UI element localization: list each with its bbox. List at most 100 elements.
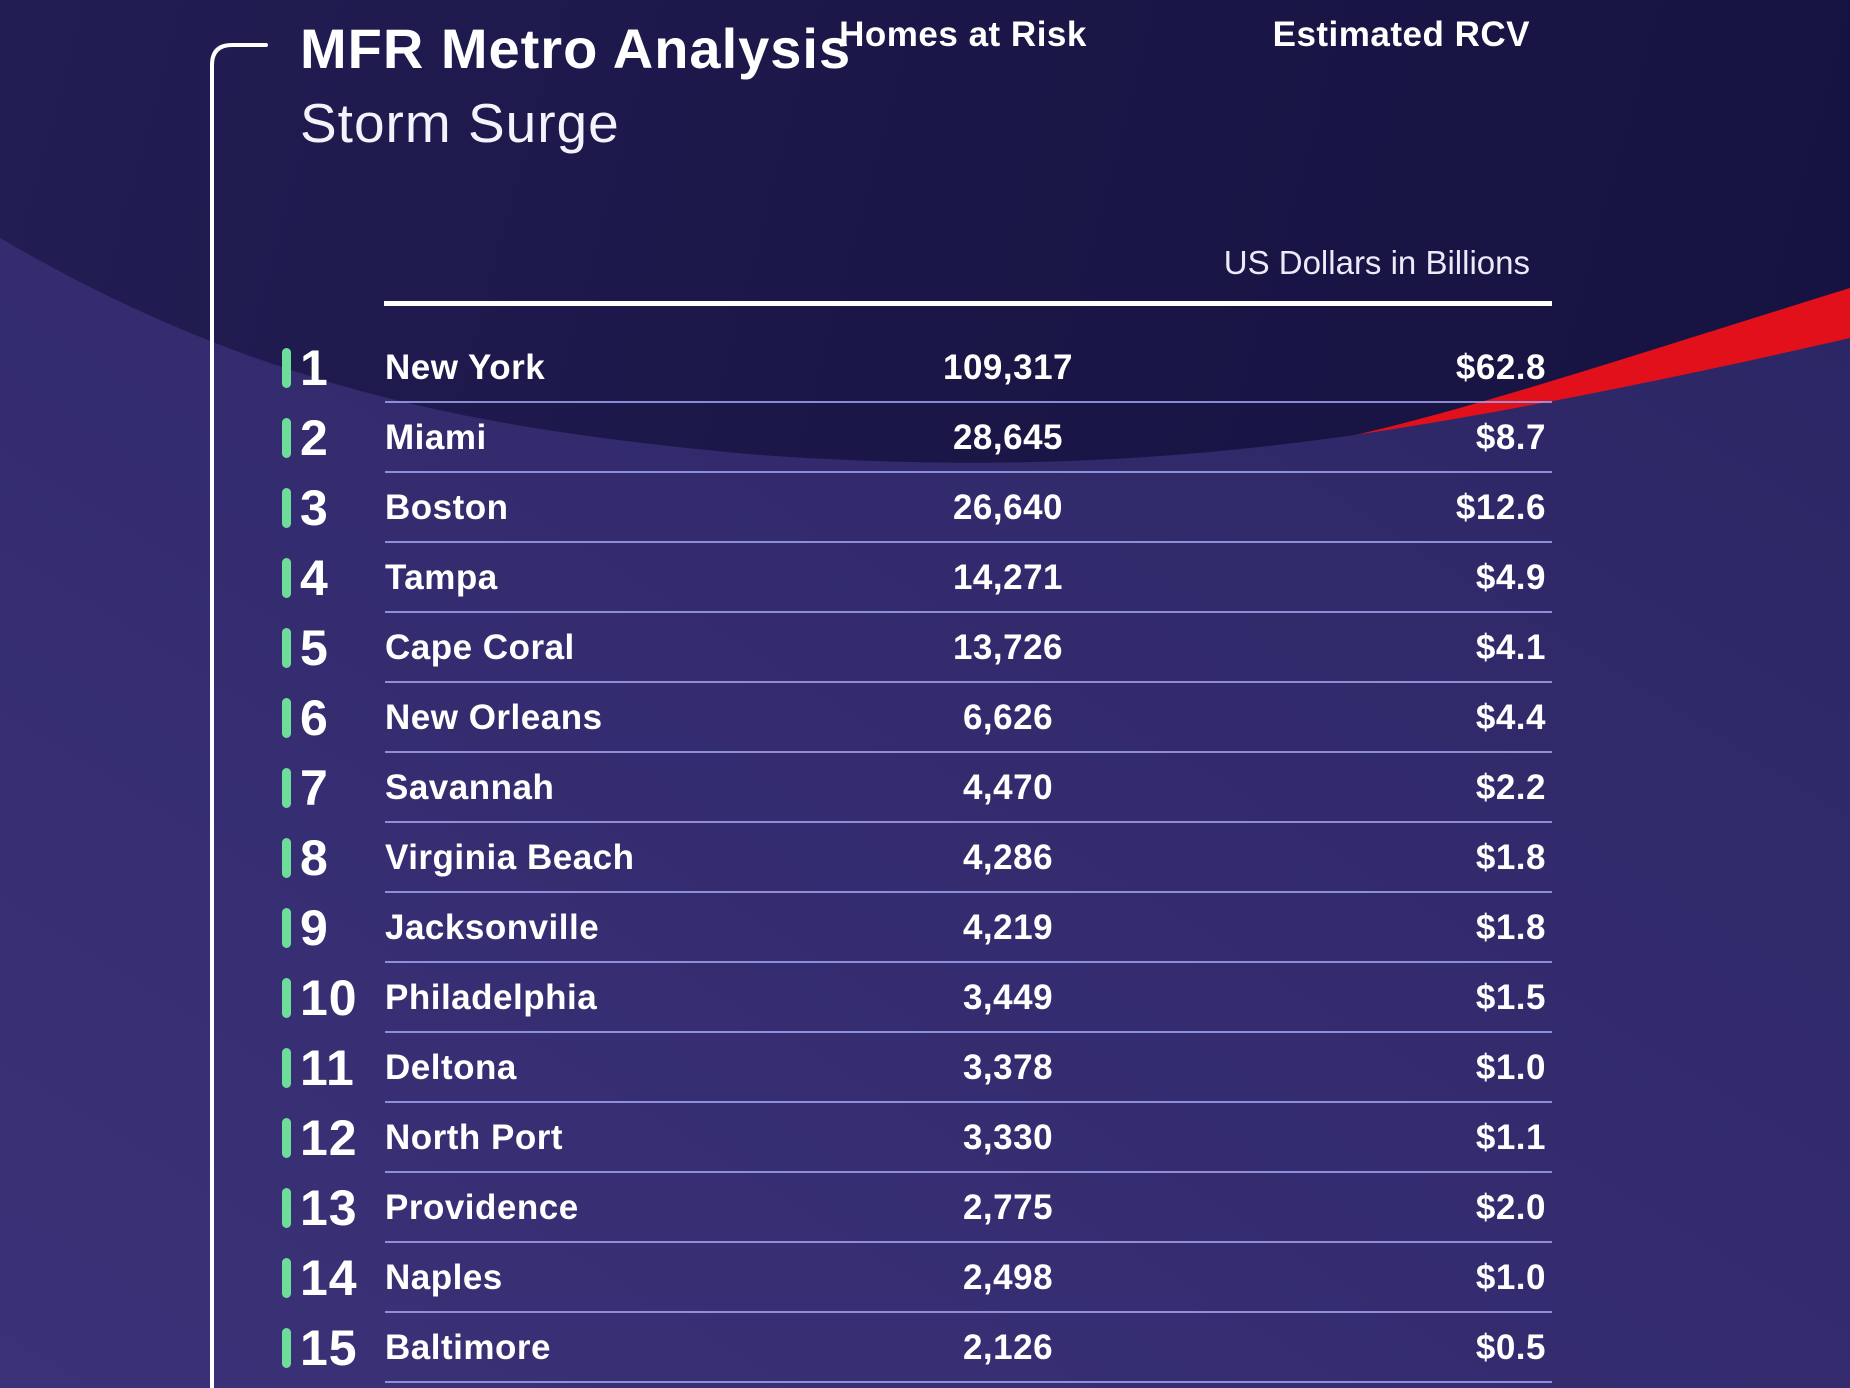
rank-marker-tick-icon <box>282 348 291 388</box>
rank-marker-tick-icon <box>282 768 291 808</box>
city-name: Miami <box>385 418 487 457</box>
homes-at-risk-value: 13,726 <box>952 628 1064 667</box>
city-name: Philadelphia <box>385 978 598 1017</box>
city-name: Boston <box>385 488 509 527</box>
corner-bracket-line <box>210 43 268 1388</box>
city-name: Baltimore <box>385 1328 551 1367</box>
table-row: 15 Baltimore 2,126 $0.5 <box>0 1313 1850 1383</box>
table-row: 13 Providence 2,775 $2.0 <box>0 1173 1850 1243</box>
city-name: Savannah <box>385 768 555 807</box>
city-name: Virginia Beach <box>385 838 635 877</box>
estimated-rcv-value: $0.5 <box>1475 1328 1546 1367</box>
row-separator <box>385 1310 1552 1313</box>
homes-at-risk-value: 28,645 <box>952 418 1064 457</box>
rank-marker-tick-icon <box>282 628 291 668</box>
estimated-rcv-value: $8.7 <box>1475 418 1546 457</box>
city-name: Providence <box>385 1188 579 1227</box>
row-separator <box>385 1380 1552 1383</box>
homes-at-risk-value: 2,498 <box>962 1258 1054 1297</box>
estimated-rcv-value: $2.2 <box>1475 768 1546 807</box>
homes-at-risk-value: 4,219 <box>962 908 1054 947</box>
table-row: 5 Cape Coral 13,726 $4.1 <box>0 613 1850 683</box>
city-name: Deltona <box>385 1048 517 1087</box>
rank-marker-tick-icon <box>282 698 291 738</box>
rank-number: 5 <box>300 620 329 676</box>
table-row: 6 New Orleans 6,626 $4.4 <box>0 683 1850 753</box>
row-separator <box>385 1100 1552 1103</box>
rank-number: 3 <box>300 480 329 536</box>
rank-marker-tick-icon <box>282 908 291 948</box>
rank-marker-tick-icon <box>282 418 291 458</box>
table-row: 3 Boston 26,640 $12.6 <box>0 473 1850 543</box>
homes-at-risk-value: 14,271 <box>952 558 1064 597</box>
homes-at-risk-value: 4,286 <box>962 838 1054 877</box>
estimated-rcv-value: $62.8 <box>1455 348 1546 387</box>
row-separator <box>385 890 1552 893</box>
estimated-rcv-value: $4.9 <box>1475 558 1546 597</box>
rank-number: 6 <box>300 690 329 746</box>
rank-marker-tick-icon <box>282 488 291 528</box>
header-rule <box>384 301 1552 306</box>
estimated-rcv-value: $4.1 <box>1475 628 1546 667</box>
row-separator <box>385 680 1552 683</box>
estimated-rcv-value: $1.8 <box>1475 838 1546 877</box>
rank-marker-tick-icon <box>282 1188 291 1228</box>
row-separator <box>385 960 1552 963</box>
rank-marker-tick-icon <box>282 1118 291 1158</box>
page-subtitle: Storm Surge <box>300 92 620 154</box>
rank-number: 4 <box>300 550 329 606</box>
table-row: 12 North Port 3,330 $1.1 <box>0 1103 1850 1173</box>
homes-at-risk-value: 3,378 <box>962 1048 1054 1087</box>
table-row: 4 Tampa 14,271 $4.9 <box>0 543 1850 613</box>
rank-number: 7 <box>300 760 329 816</box>
estimated-rcv-value: $12.6 <box>1455 488 1546 527</box>
row-separator <box>385 610 1552 613</box>
homes-at-risk-value: 2,126 <box>962 1328 1054 1367</box>
rank-marker-tick-icon <box>282 1258 291 1298</box>
rank-marker-tick-icon <box>282 1328 291 1368</box>
rank-marker-tick-icon <box>282 838 291 878</box>
row-separator <box>385 820 1552 823</box>
estimated-rcv-value: $1.1 <box>1475 1118 1546 1157</box>
table-row: 9 Jacksonville 4,219 $1.8 <box>0 893 1850 963</box>
rank-number: 15 <box>300 1320 358 1376</box>
page-title: MFR Metro Analysis <box>300 17 852 80</box>
homes-at-risk-value: 3,449 <box>962 978 1054 1017</box>
homes-at-risk-value: 3,330 <box>962 1118 1054 1157</box>
row-separator <box>385 1170 1552 1173</box>
column-header-homes-at-risk: Homes at Risk <box>839 15 1087 54</box>
row-separator <box>385 540 1552 543</box>
table-row: 2 Miami 28,645 $8.7 <box>0 403 1850 473</box>
rank-number: 10 <box>300 970 358 1026</box>
table-row: 14 Naples 2,498 $1.0 <box>0 1243 1850 1313</box>
homes-at-risk-value: 109,317 <box>942 348 1074 387</box>
city-name: Tampa <box>385 558 498 597</box>
city-name: North Port <box>385 1118 564 1157</box>
estimated-rcv-value: $2.0 <box>1475 1188 1546 1227</box>
column-header-estimated-rcv: Estimated RCV <box>1272 15 1530 54</box>
estimated-rcv-value: $1.8 <box>1475 908 1546 947</box>
table-row: 8 Virginia Beach 4,286 $1.8 <box>0 823 1850 893</box>
estimated-rcv-value: $4.4 <box>1475 698 1546 737</box>
rank-number: 14 <box>300 1250 358 1306</box>
rank-number: 9 <box>300 900 329 956</box>
table-row: 1 New York 109,317 $62.8 <box>0 333 1850 403</box>
rank-number: 8 <box>300 830 329 886</box>
estimated-rcv-value: $1.0 <box>1475 1048 1546 1087</box>
estimated-rcv-value: $1.5 <box>1475 978 1546 1017</box>
row-separator <box>385 470 1552 473</box>
city-name: Jacksonville <box>385 908 600 947</box>
city-name: Naples <box>385 1258 503 1297</box>
rank-marker-tick-icon <box>282 978 291 1018</box>
rank-number: 12 <box>300 1110 358 1166</box>
rank-number: 2 <box>300 410 329 466</box>
row-separator <box>385 750 1552 753</box>
table-row: 7 Savannah 4,470 $2.2 <box>0 753 1850 823</box>
homes-at-risk-value: 26,640 <box>952 488 1064 527</box>
city-name: Cape Coral <box>385 628 575 667</box>
rank-number: 13 <box>300 1180 358 1236</box>
homes-at-risk-value: 4,470 <box>962 768 1054 807</box>
rank-marker-tick-icon <box>282 1048 291 1088</box>
rank-marker-tick-icon <box>282 558 291 598</box>
